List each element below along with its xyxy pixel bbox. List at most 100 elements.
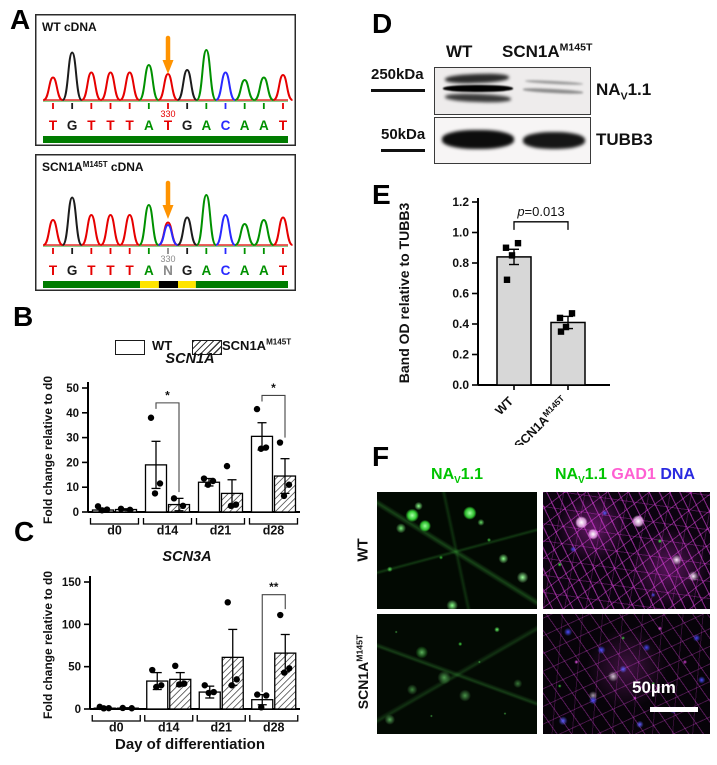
data-point [508, 252, 516, 259]
chart-c-xlabel: Day of differentiation [114, 736, 265, 753]
blot-band [443, 85, 513, 92]
group-bracket [91, 715, 141, 722]
base-letter: G [67, 118, 78, 133]
position-label: 330 [160, 109, 175, 119]
quality-bar-segment [43, 136, 288, 143]
trace-title: WT cDNA [42, 20, 97, 34]
trace-peak [100, 213, 121, 246]
trace-peak [61, 196, 83, 246]
base-letter: T [126, 263, 135, 278]
x-category-label: d0 [109, 721, 124, 735]
data-point [147, 414, 155, 421]
blot-band [523, 132, 585, 149]
blot-column-mutant-sup: M145T [559, 41, 593, 54]
base-letter: A [259, 118, 269, 133]
scale-bar-label: 50µm [632, 678, 676, 697]
data-point [126, 506, 134, 513]
base-letter: T [279, 118, 288, 133]
f-header-right: NAV1.1 GAD1 DNA [540, 466, 710, 486]
significance-bracket [261, 594, 286, 693]
data-point [201, 682, 208, 689]
data-point [210, 688, 217, 696]
micrograph-wt-merge [543, 492, 710, 609]
trace-peak [138, 203, 160, 246]
nav-sub: V [620, 90, 628, 103]
y-tick-label: 0.8 [452, 256, 469, 270]
data-point [253, 405, 261, 413]
micrograph-mutant-nav11 [377, 614, 537, 734]
trace-peak [273, 73, 293, 101]
y-tick-label: 50 [68, 662, 81, 674]
data-point [286, 665, 293, 672]
y-tick-label: 0.0 [452, 378, 469, 392]
quality-bar-segment [158, 281, 178, 288]
y-tick-label: 1.2 [452, 195, 469, 209]
blot-label-tubb3: TUBB3 [596, 130, 653, 149]
trace-peak [81, 213, 102, 246]
base-letter: C [221, 118, 231, 133]
base-letter: T [126, 118, 135, 133]
group-bracket [248, 518, 299, 525]
group-bracket [89, 518, 140, 525]
data-point [200, 475, 208, 482]
data-point [556, 314, 564, 322]
y-tick-label: 50 [66, 383, 79, 395]
blot-column-mutant-base: SCN1A [502, 42, 560, 61]
trace-box [35, 154, 296, 291]
base-letter: T [279, 263, 288, 278]
trace-title: SCN1AM145T cDNA [42, 160, 144, 174]
significance-bracket [513, 221, 569, 230]
quality-bar-segment [140, 281, 159, 288]
marker-250kda-line [371, 89, 425, 92]
mutation-arrow-head [162, 60, 174, 74]
y-tick-label: 0.4 [452, 317, 469, 331]
y-tick-label: 0.6 [452, 287, 469, 301]
panel-a-label: A [10, 4, 31, 35]
legend-mutant-base: SCN1A [222, 338, 267, 353]
data-point [128, 705, 135, 712]
chart-b: 0 10 20 30 40 50 d0 d14 d21 d28 * * [66, 381, 300, 538]
trace-peak [138, 63, 160, 101]
data-point [179, 502, 187, 509]
data-point [170, 495, 178, 502]
trace-peak [253, 76, 274, 101]
trace-peak [234, 222, 255, 246]
f-row-label-wt: WT [354, 538, 372, 562]
data-point [224, 599, 231, 606]
blot-band [522, 87, 584, 95]
trace-peak [177, 216, 198, 246]
nav-post: 1.1 [627, 80, 652, 99]
data-point [254, 691, 261, 698]
base-letter: A [240, 263, 250, 278]
blot-column-wt: WT [446, 42, 473, 61]
blot-band [444, 92, 512, 104]
trace-peak [61, 51, 83, 101]
data-point [262, 444, 270, 451]
trace-peak [215, 71, 236, 101]
f-header-dna: DNA [660, 466, 695, 483]
x-category-label: d14 [157, 524, 179, 538]
trace-peak [119, 213, 140, 246]
x-category-label: d28 [263, 721, 285, 735]
chart-c: 0 50 100 150 d0 d14 d21 d28 ** [62, 576, 300, 735]
data-point [258, 704, 265, 711]
y-tick-label: 20 [66, 457, 79, 469]
blot-nav11 [434, 67, 591, 115]
y-tick-label: 30 [66, 433, 79, 445]
x-category-label: WT [492, 394, 516, 418]
trace-peak [158, 223, 178, 246]
blot-band [444, 72, 510, 85]
data-point [156, 480, 164, 487]
quality-bar-segment [195, 281, 288, 288]
data-point [227, 502, 235, 509]
legend-label-wt: WT [152, 338, 173, 353]
f-header-gad1: GAD1 [611, 466, 656, 483]
base-letter: T [87, 118, 96, 133]
data-point [105, 704, 112, 712]
nav-pre: NA [596, 80, 621, 99]
data-point [98, 507, 106, 514]
base-letter: C [221, 263, 231, 278]
chart-c-title: SCN3A [162, 549, 212, 565]
data-point [232, 501, 240, 508]
data-point [172, 662, 179, 670]
